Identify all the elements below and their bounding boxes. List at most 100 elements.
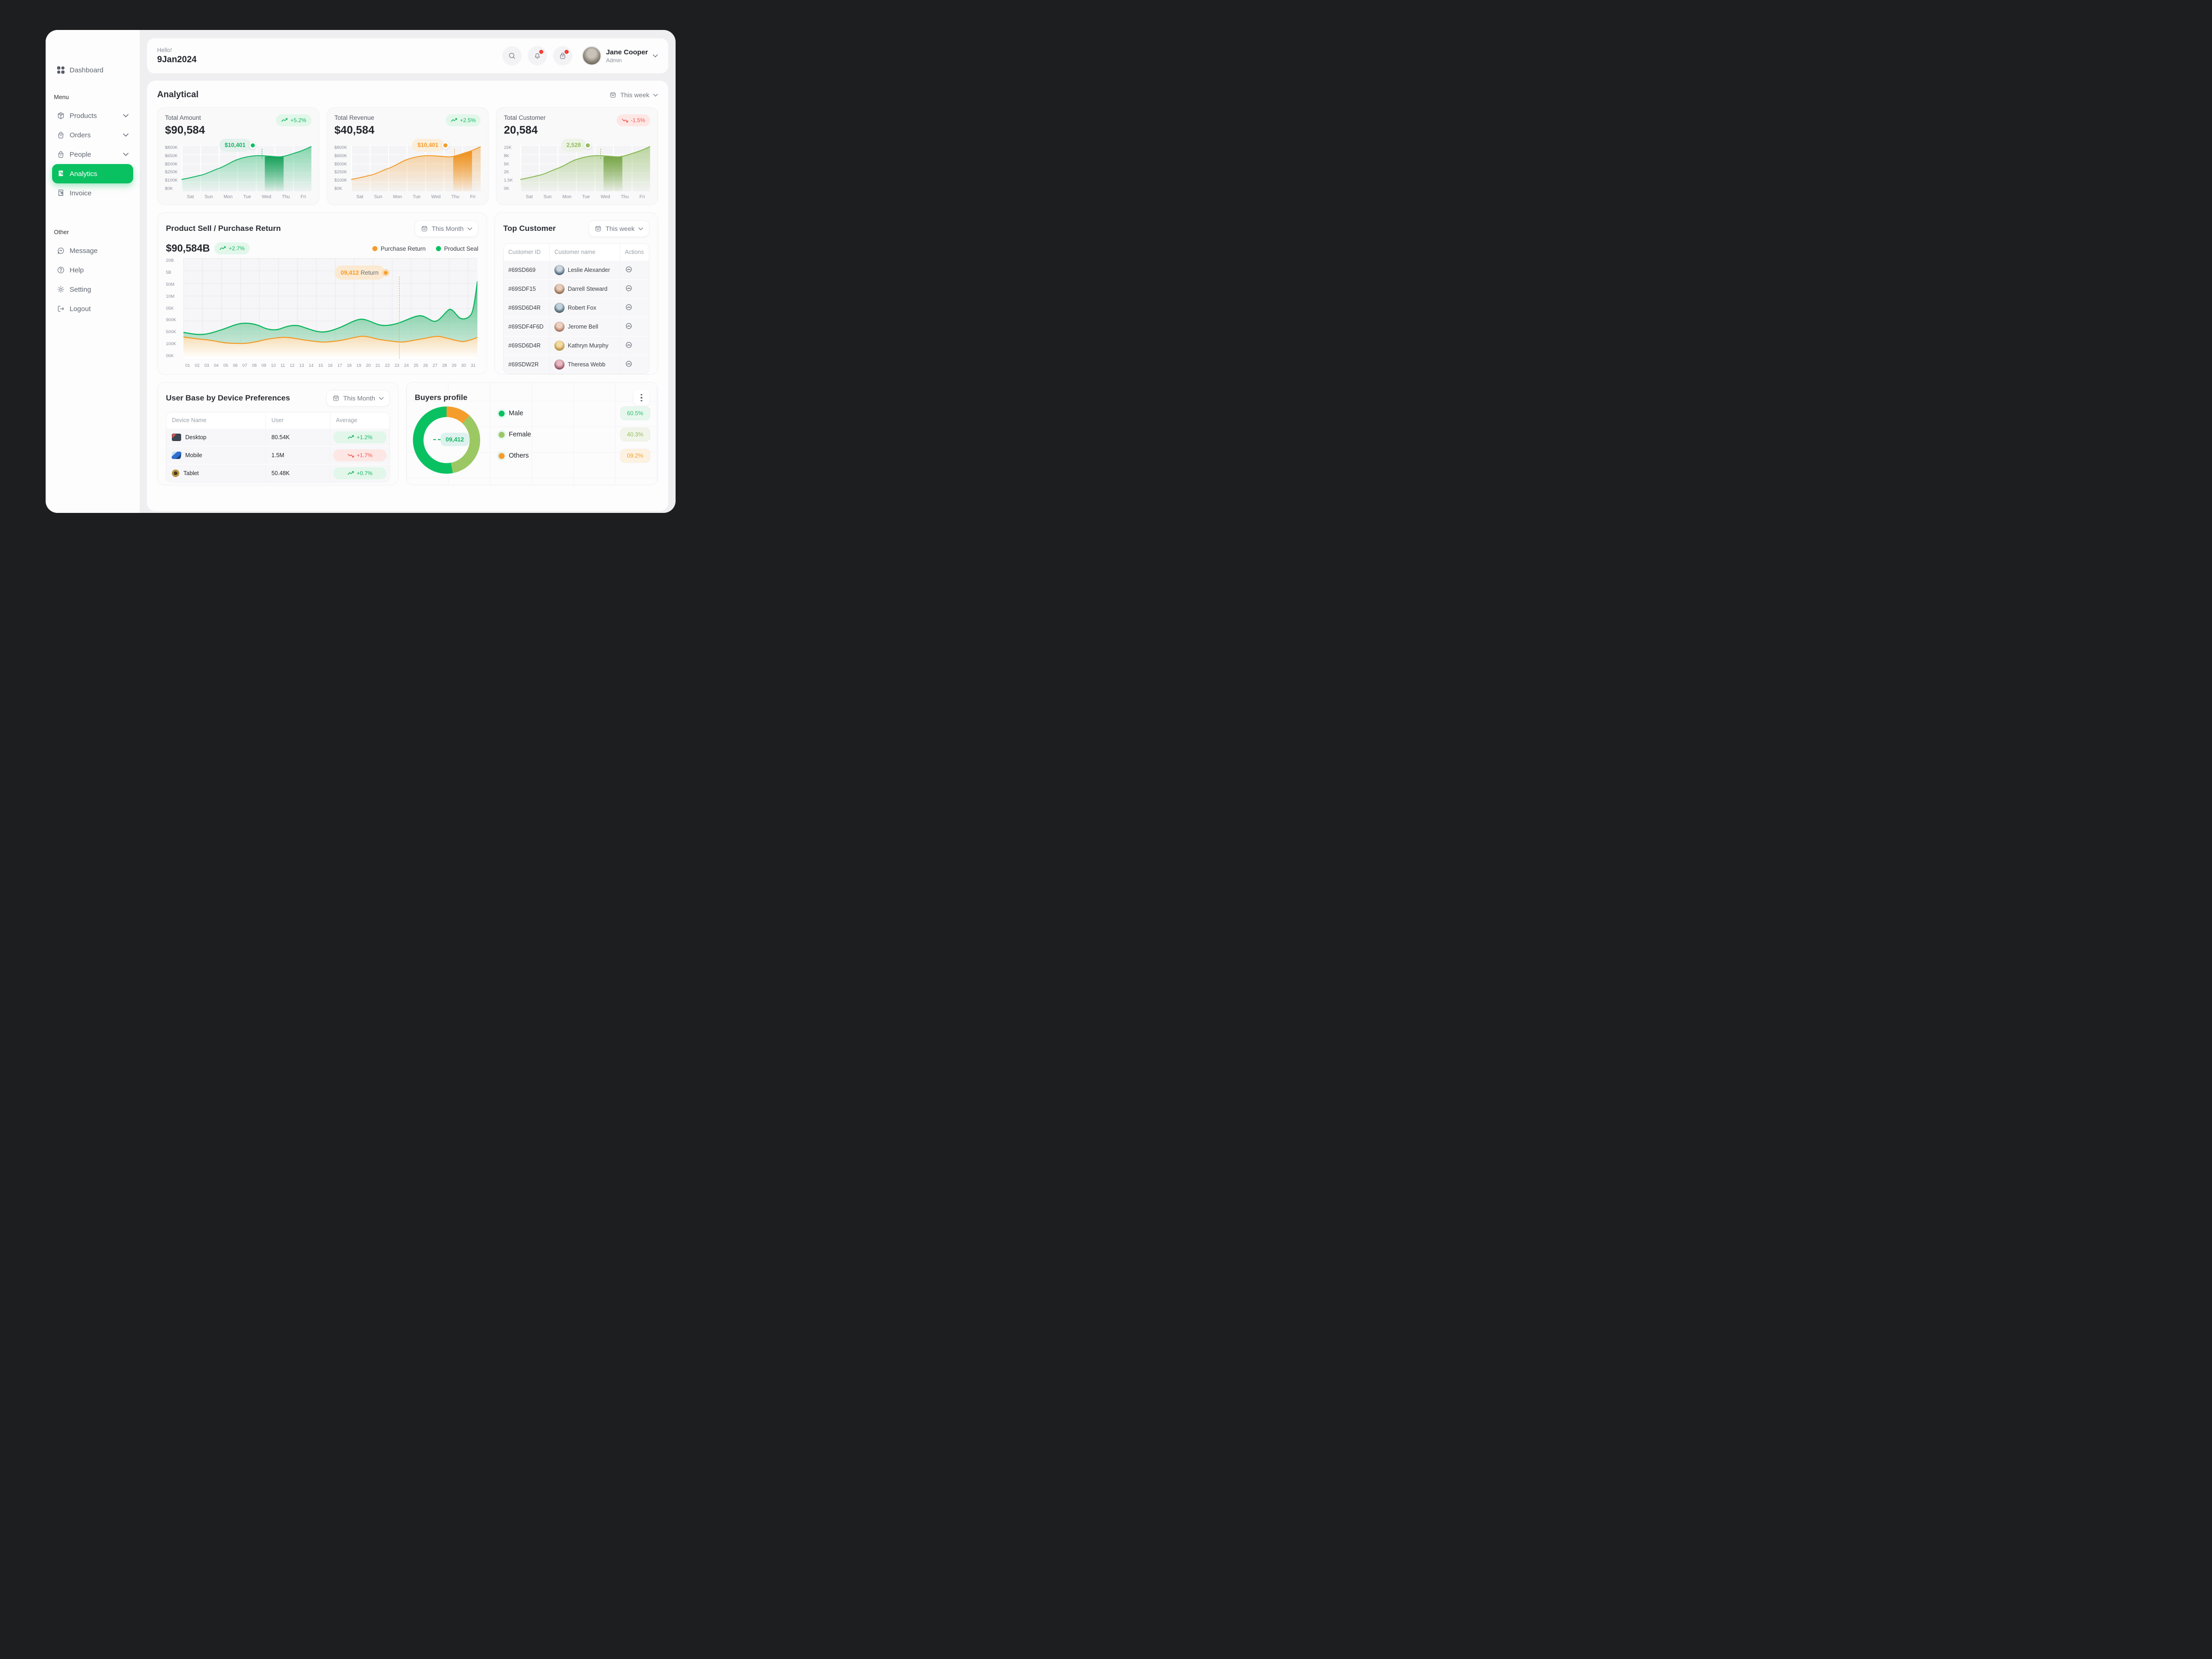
customer-id: #69SD6D4R [504, 336, 550, 355]
legend-label: Male [509, 410, 524, 417]
axis-tick: Mon [562, 194, 571, 200]
view-action-button[interactable] [620, 280, 649, 298]
product-period-dropdown[interactable]: This Month [414, 220, 478, 237]
customer-id: #69SD669 [504, 261, 550, 279]
kebab-menu-button[interactable] [634, 390, 649, 406]
axis-tick: $800K [334, 145, 347, 150]
sidebar-item-label: Products [70, 112, 97, 120]
device-users: 1.5M [266, 447, 330, 464]
axis-tick: 19 [356, 363, 361, 368]
buyers-profile-card: Buyers profile 09,412 Male 60.5% Female 40.… [406, 382, 658, 485]
customer-name: Jerome Bell [550, 318, 620, 336]
table-row[interactable]: #69SDF4F6D Jerome Bell [504, 317, 649, 336]
axis-tick: 29 [452, 363, 457, 368]
stat-cards-row: Total Amount $90,584 +5.2% $800K $650K $50… [157, 107, 658, 205]
trend-badge: +1.7% [333, 449, 387, 461]
chevron-down-icon [653, 94, 658, 97]
stat-chart: $800K $650K $500K $250K $100K $0K [165, 139, 312, 200]
sidebar-item-analytics[interactable]: Analytics [52, 164, 133, 183]
trend-up-icon [219, 246, 226, 250]
axis-tick: 16 [328, 363, 333, 368]
stat-chart: $800K $650K $500K $250K $100K $0K [335, 139, 481, 200]
chevron-down-icon [653, 54, 658, 58]
table-row[interactable]: Tablet 50.48K +0.7% [166, 464, 389, 482]
avatar [554, 341, 565, 351]
eye-icon [625, 284, 633, 294]
product-sell-card: Product Sell / Purchase Return This Mont… [157, 212, 487, 375]
axis-tick: 2K [504, 170, 509, 175]
view-action-button[interactable] [620, 318, 649, 336]
sidebar-item-invoice[interactable]: Invoice [52, 183, 133, 203]
axis-tick: Thu [621, 194, 629, 200]
period-value: This Month [431, 225, 464, 232]
axis-tick: $500K [165, 161, 178, 167]
logout-icon [58, 306, 64, 312]
device-table: Device Name User Average Desktop 80.54K +1.2… [166, 412, 390, 482]
user-menu[interactable]: Jane Cooper Admin [582, 46, 658, 65]
axis-tick: 15K [504, 145, 512, 150]
axis-tick: 07 [242, 363, 247, 368]
table-row[interactable]: #69SD669 Leslie Alexander [504, 260, 649, 279]
customer-name: Kathryn Murphy [550, 336, 620, 355]
stat-title: Total Revenue [334, 114, 374, 121]
column-header: Average [336, 417, 358, 424]
stat-card-total-customer: Total Customer 20,584 -1.5% 15K 8K 5K 2K 1.5… [496, 107, 658, 205]
tooltip-dot [584, 141, 592, 149]
customer-table: Customer ID Customer name Actions #69SD669… [503, 243, 649, 374]
axis-tick: Sat [187, 194, 194, 200]
bag-icon [58, 132, 64, 139]
view-action-button[interactable] [620, 355, 649, 374]
stat-value: $40,584 [334, 124, 375, 136]
view-action-button[interactable] [620, 336, 649, 355]
bell-icon [535, 53, 540, 59]
sidebar-item-products[interactable]: Products [52, 106, 133, 125]
axis-tick: 26 [423, 363, 428, 368]
table-row[interactable]: Desktop 80.54K +1.2% [166, 428, 389, 446]
table-row[interactable]: #69SDF15 Darrell Steward [504, 279, 649, 298]
sidebar-item-help[interactable]: Help [52, 260, 133, 280]
axis-tick: 09 [261, 363, 266, 368]
analytical-period-dropdown[interactable]: This week [609, 91, 658, 99]
table-row[interactable]: #69SD6D4R Robert Fox [504, 298, 649, 317]
axis-tick: 500K [166, 329, 176, 335]
stat-value: 20,584 [504, 124, 538, 136]
trend-badge: +0.7% [333, 467, 387, 479]
axis-tick: Fri [470, 194, 476, 200]
view-action-button[interactable] [620, 261, 649, 279]
axis-tick: $100K [165, 178, 178, 183]
y-axis: $800K $650K $500K $250K $100K $0K [335, 145, 349, 191]
legend-dot [499, 453, 505, 459]
axis-tick: 8K [504, 153, 509, 159]
axis-tick: $250K [165, 170, 178, 175]
legend-item-others: Others 09.2% [499, 449, 650, 463]
sidebar-item-people[interactable]: People [52, 145, 133, 164]
axis-tick: 24 [404, 363, 409, 368]
axis-tick: Tue [243, 194, 251, 200]
sidebar-item-orders[interactable]: Orders [52, 125, 133, 145]
axis-tick: 28 [442, 363, 447, 368]
axis-tick: Sat [356, 194, 364, 200]
trend-badge: -1.5% [616, 114, 650, 126]
axis-tick: 1.5K [504, 178, 513, 183]
axis-tick: $650K [165, 153, 178, 159]
device-users: 80.54K [266, 429, 330, 446]
customer-period-dropdown[interactable]: This week [588, 220, 649, 237]
notifications-button[interactable] [528, 46, 547, 65]
trend-up-icon [451, 118, 457, 122]
search-button[interactable] [502, 46, 522, 65]
table-row[interactable]: #69SD6D4R Kathryn Murphy [504, 336, 649, 355]
view-action-button[interactable] [620, 299, 649, 317]
table-row[interactable]: Mobile 1.5M +1.7% [166, 446, 389, 464]
cart-button[interactable] [553, 46, 573, 65]
axis-tick: 23 [394, 363, 400, 368]
userbase-period-dropdown[interactable]: This Month [326, 390, 390, 406]
axis-tick: 17 [337, 363, 342, 368]
trend-badge: +2.5% [445, 114, 481, 126]
table-row[interactable]: #69SDW2R Theresa Webb [504, 355, 649, 374]
sidebar-item-setting[interactable]: Setting [52, 280, 133, 299]
sidebar-item-dashboard[interactable]: Dashboard [52, 60, 133, 80]
sidebar-item-logout[interactable]: Logout [52, 299, 133, 318]
avatar [554, 284, 565, 294]
sidebar-item-message[interactable]: Message [52, 241, 133, 260]
sidebar-item-label: Setting [70, 285, 91, 294]
